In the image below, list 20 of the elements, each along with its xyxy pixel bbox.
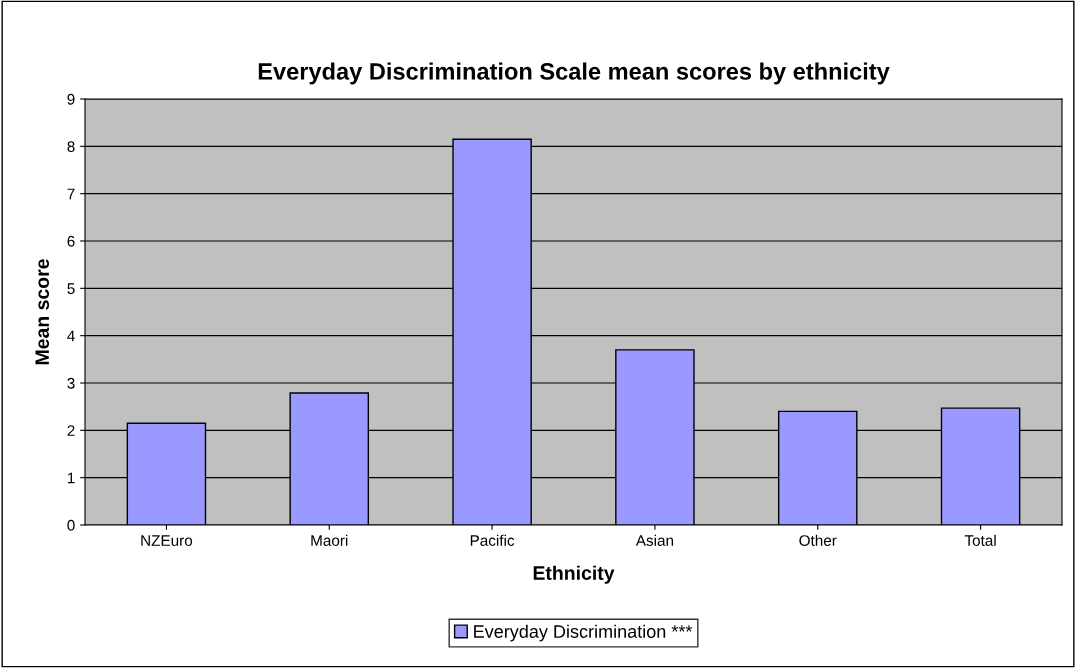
y-tick-label: 0	[67, 519, 75, 531]
y-axis-title: Mean score	[35, 259, 50, 365]
x-tick-label: Pacific	[470, 534, 515, 546]
y-tick-label: 8	[67, 141, 75, 153]
y-tick-label: 3	[67, 377, 75, 389]
chart-title: Everyday Discrimination Scale mean scores by ethnicity	[258, 62, 890, 85]
y-tick-label: 1	[67, 472, 75, 484]
y-tick-label: 5	[67, 283, 75, 295]
x-tick-label: Asian	[635, 534, 674, 546]
x-tick-label: Maori	[311, 534, 348, 546]
x-axis-title: Ethnicity	[533, 565, 615, 584]
y-tick-label: 6	[67, 235, 75, 247]
legend-label: Everyday Discrimination ***	[474, 624, 693, 642]
x-tick-label: Other	[799, 534, 837, 546]
y-tick-label: 7	[67, 188, 75, 200]
y-tick-label: 4	[67, 330, 75, 342]
y-tick-label: 9	[67, 93, 75, 105]
y-tick-label: 2	[67, 425, 75, 436]
x-tick-label: NZEuro	[141, 535, 193, 546]
x-tick-label: Total	[964, 534, 996, 546]
